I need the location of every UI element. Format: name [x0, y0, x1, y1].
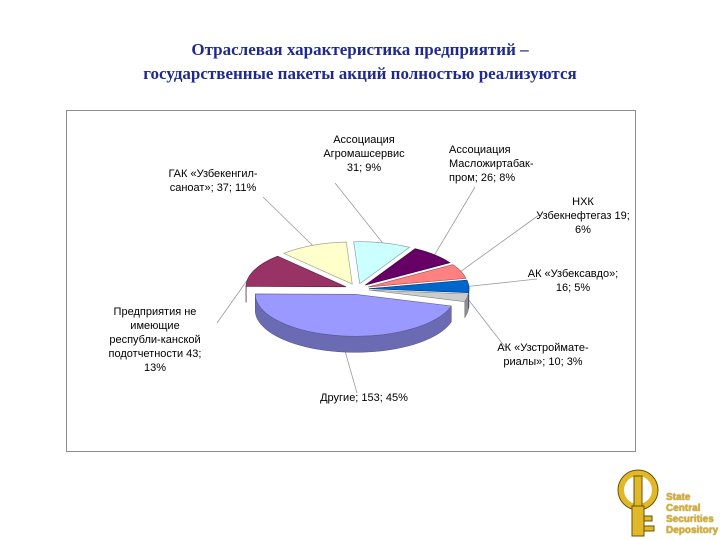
slice-label-stroymat: АК «Узстройматe- риалы»; 10; 3%: [497, 342, 589, 368]
page-title: Отраслевая характеристика предприятий – …: [0, 38, 720, 86]
slice-label-agromash: Ассоциация Агромашсервис 31; 9%: [323, 134, 405, 174]
title-line-1: Отраслевая характеристика предприятий –: [191, 40, 529, 59]
slice-label-no-republic: Предприятия не имеющие республи-канской …: [108, 306, 202, 374]
pie-chart: [216, 182, 540, 394]
slice-label-neftegaz: НХК Узбекнефтегаз 19; 6%: [536, 196, 630, 236]
pie-slice-neftegaz: [368, 264, 467, 288]
pie-slice-maslozhir: [365, 248, 451, 286]
depository-logo-icon: [617, 469, 659, 537]
pie-slice-agromash: [353, 241, 411, 285]
pie-slice-drugie: [254, 293, 452, 337]
pie-slice-engilsanoat: [283, 241, 353, 285]
chart-frame: Ассоциация Агромашсервис 31; 9% Ассоциац…: [66, 110, 636, 452]
slice-label-engilsanoat: ГАК «Узбекенгил- саноат»; 37; 11%: [168, 168, 258, 194]
title-line-2: государственные пакеты акций полностью р…: [143, 64, 577, 83]
slice-label-drugie: Другие; 153; 45%: [320, 392, 408, 404]
leader-line-maslozhir: [434, 186, 476, 256]
slice-label-savdo: АК «Узбексавдо»; 16; 5%: [527, 268, 619, 294]
leader-line-engilsanoat: [262, 196, 313, 246]
pie-slice-savdo: [368, 279, 470, 294]
slice-label-maslozhir: Ассоциация Масложиртабак- пром; 26; 8%: [449, 144, 534, 184]
logo-text: State Central Securities Depository: [666, 492, 719, 536]
leader-line-agromash: [334, 182, 383, 244]
pie-slice-no-republic: [245, 255, 347, 288]
leader-line-stroymat: [466, 297, 506, 348]
leader-line-savdo: [468, 278, 538, 287]
leader-line-neftegaz: [460, 214, 540, 272]
pie-slice-stroymat: [368, 289, 469, 303]
